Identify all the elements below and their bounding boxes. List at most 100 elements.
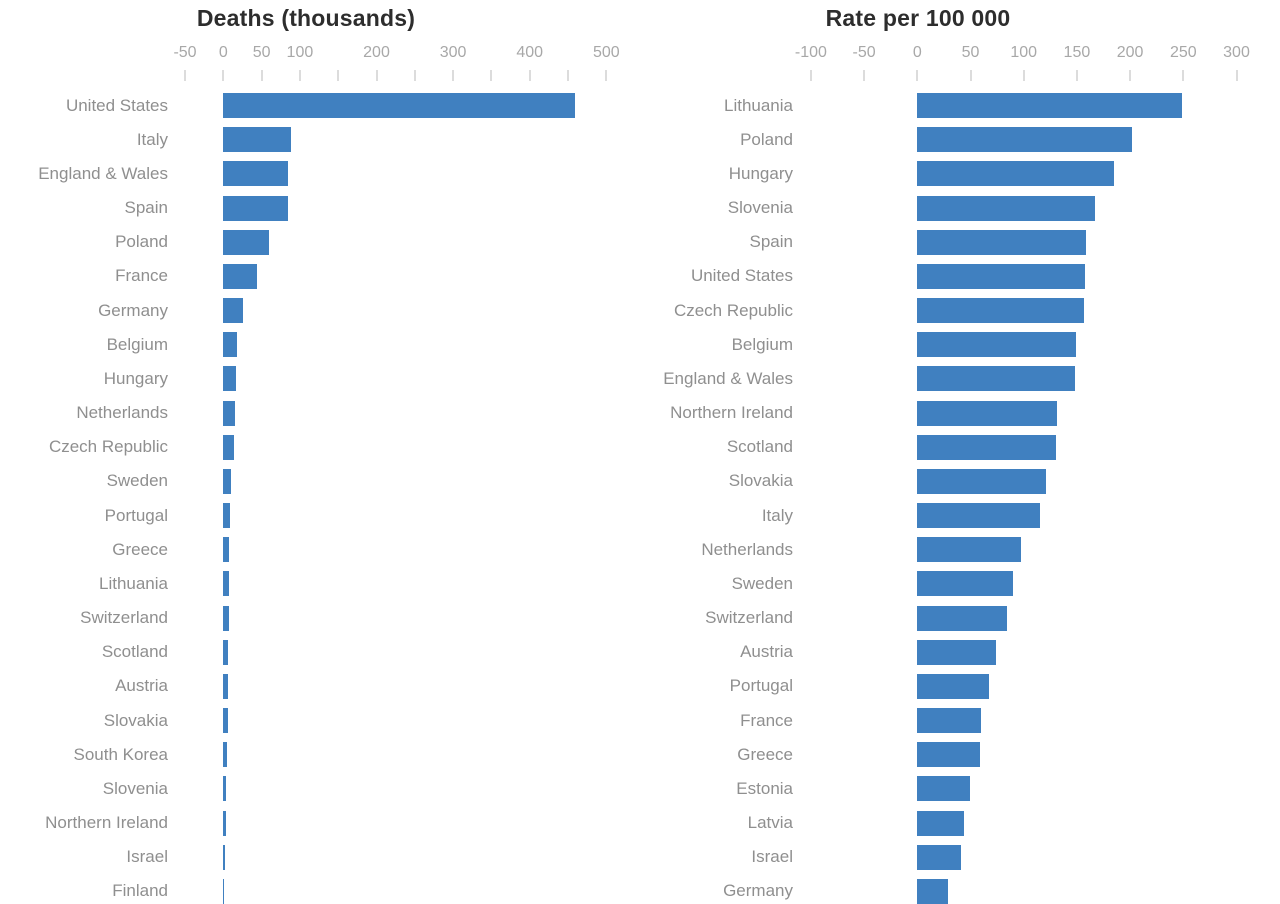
bar [223,878,225,904]
category-label: Switzerland [80,608,168,628]
axis-tick-label: 300 [439,44,467,61]
axis-tick-label: 250 [1169,44,1197,61]
axis-tick-label: -50 [852,44,876,61]
bar [223,298,244,324]
axis-tick-label: 150 [1063,44,1091,61]
bar [223,127,291,153]
category-label: France [740,710,793,730]
axis-tick [452,70,455,81]
bar [223,742,228,768]
category-label: Northern Ireland [45,813,168,833]
axis-tick-label: 50 [961,44,980,61]
axis-tick-label: 200 [363,44,390,61]
category-label: Latvia [747,813,793,833]
category-label: Germany [98,300,168,320]
axis-tick-label: 200 [1116,44,1144,61]
bar [917,195,1095,221]
axis-tick [1022,70,1025,81]
category-label: Austria [740,642,793,662]
category-label: United States [65,95,168,115]
axis-tick [567,70,569,81]
bar [917,503,1040,529]
category-label: Lithuania [98,573,168,593]
axis-tick-label: 0 [218,44,228,61]
category-label: Slovakia [728,471,793,491]
category-label: South Korea [73,744,168,764]
bar [917,776,971,802]
bar [223,468,231,494]
axis-tick [184,70,186,81]
bar [917,161,1115,187]
axis-tick [863,70,866,81]
category-label: Portugal [729,676,793,696]
bar [917,263,1086,289]
bar [917,93,1183,118]
axis-tick-label: 50 [252,44,271,61]
axis-tick [490,70,493,81]
bar [917,298,1085,324]
bar [917,605,1007,631]
axis-tick-label: 100 [286,44,314,61]
axis-tick [1075,70,1078,81]
bar [223,605,229,631]
category-label: Austria [115,676,168,696]
bar [223,708,228,734]
axis-tick [1182,70,1185,81]
category-label: Slovenia [102,778,168,798]
category-label: Italy [136,129,168,149]
category-label: Spain [124,198,168,217]
bar [917,571,1014,597]
bar [917,537,1021,563]
deaths-chart-title: Deaths (thousands) [196,5,416,31]
category-label: Slovenia [727,198,793,217]
axis-tick [298,70,301,81]
bar [223,844,226,870]
bar [917,127,1133,153]
category-label: United States [690,266,793,286]
category-label: Spain [749,232,793,252]
bar [917,639,997,665]
category-label: Lithuania [723,95,793,115]
bar [917,844,961,870]
category-label: Scotland [101,642,168,662]
axis-tick-label: 400 [516,44,544,61]
category-label: Sweden [731,573,793,593]
bar [917,708,982,734]
rate-chart-title: Rate per 100 000 [825,5,1011,31]
category-label: Scotland [726,437,793,457]
axis-tick-label: 500 [592,44,620,61]
category-label: Israel [751,847,793,867]
bar [917,332,1076,358]
axis-tick [916,70,919,81]
category-label: Netherlands [76,403,168,423]
category-label: Belgium [731,334,793,354]
category-label: Sweden [106,471,168,491]
bar [917,434,1056,460]
category-label: Germany [723,881,793,901]
category-label: Estonia [736,778,793,798]
axis-tick [605,70,608,81]
bar [223,229,270,255]
axis-tick [375,70,378,81]
bar [917,673,989,699]
axis-tick [969,70,972,81]
category-label: England & Wales [38,163,168,183]
category-label: Netherlands [701,539,793,559]
axis-tick-label: 100 [1010,44,1038,61]
category-label: Belgium [106,334,168,354]
bar [917,878,949,904]
axis-tick [337,70,340,81]
bar [917,229,1087,255]
axis-tick [413,70,416,81]
category-label: Czech Republic [48,437,168,457]
category-label: Switzerland [705,608,793,628]
category-label: France [115,266,168,286]
axis-tick-label: 0 [912,44,922,61]
bar [223,537,229,563]
category-label: Czech Republic [673,300,793,320]
bar [223,263,257,289]
bar [223,673,229,699]
category-label: Italy [761,505,793,525]
bar [917,742,981,768]
